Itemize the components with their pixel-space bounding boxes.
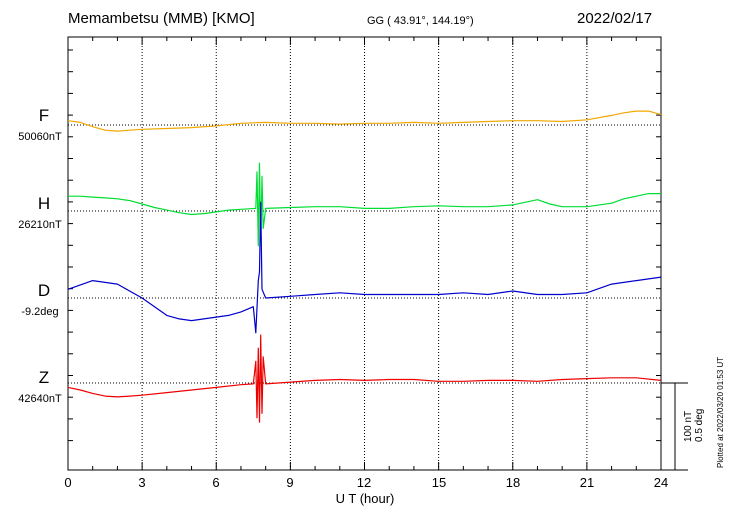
scale-label-deg: 0.5 deg bbox=[694, 408, 705, 442]
baseline-value-d: -9.2deg bbox=[21, 306, 59, 318]
component-label-h: H bbox=[37, 194, 51, 213]
axis-ticks bbox=[67, 37, 662, 470]
x-tick-label: 24 bbox=[653, 475, 669, 490]
x-tick-label: 3 bbox=[138, 475, 146, 490]
component-label-d: D bbox=[37, 281, 51, 300]
component-label-z: Z bbox=[38, 368, 50, 387]
x-tick-label: 21 bbox=[579, 475, 595, 490]
component-label-f: F bbox=[38, 106, 50, 125]
x-tick-label: 0 bbox=[64, 475, 72, 490]
x-tick-label: 9 bbox=[286, 475, 294, 490]
baseline-value-h: 26210nT bbox=[18, 219, 62, 231]
series-line-h bbox=[68, 162, 661, 247]
scale-bar bbox=[661, 382, 688, 471]
plot-date: 2022/02/17 bbox=[577, 10, 653, 27]
x-tick-label: 15 bbox=[431, 475, 447, 490]
series-group bbox=[67, 110, 662, 423]
station-title: Memambetsu (MMB) [KMO] bbox=[68, 10, 255, 27]
x-tick-label: 18 bbox=[505, 475, 521, 490]
baseline-value-z: 42640nT bbox=[18, 393, 62, 405]
x-axis-label: U T (hour) bbox=[335, 491, 395, 506]
vertical-gridlines bbox=[141, 37, 588, 470]
x-tick-label: 6 bbox=[212, 475, 220, 490]
series-line-d bbox=[67, 201, 662, 334]
series-line-f bbox=[67, 110, 662, 132]
baseline-value-f: 50060nT bbox=[18, 131, 62, 143]
geographic-coordinates: GG ( 43.91°, 144.19°) bbox=[367, 15, 474, 27]
plotted-timestamp: Plotted at 2022/03/20 01:53 UT bbox=[716, 356, 725, 468]
x-tick-label: 12 bbox=[356, 475, 372, 490]
scale-label-nt: 100 nT bbox=[683, 410, 694, 442]
series-line-z bbox=[67, 334, 662, 423]
